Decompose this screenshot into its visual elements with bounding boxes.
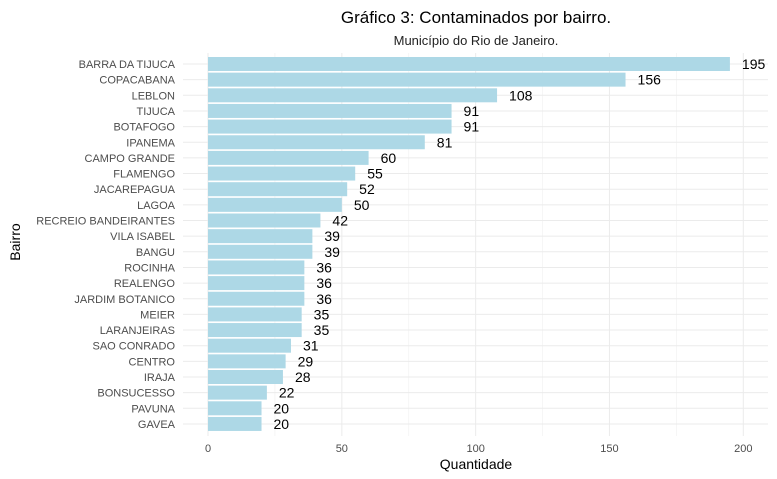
data-label: 195 [742,56,766,72]
bar [208,323,302,338]
bar [208,401,262,416]
y-axis-label: Bairro [7,223,23,261]
bar [208,370,283,384]
chart-title: Gráfico 3: Contaminados por bairro. [341,8,611,27]
bar [208,182,348,197]
category-label: CENTRO [129,356,176,368]
category-label: JACAREPAGUA [94,184,176,196]
category-label: REALENGO [114,278,176,290]
x-tick-label: 0 [205,443,211,455]
category-label: IPANEMA [126,137,175,149]
category-labels: BARRA DA TIJUCA COPACABANA LEBLON TIJUCA BOT… [36,59,175,431]
bar [208,213,321,228]
category-label: ROCINHA [124,262,175,274]
data-label: 36 [316,291,332,307]
x-tick-label: 100 [466,443,484,455]
category-label: COPACABANA [99,75,175,87]
category-label: MEIER [140,309,175,321]
chart-subtitle: Município do Rio de Janeiro. [394,33,559,48]
x-tick-label: 150 [600,443,618,455]
bar [208,103,452,118]
bar [208,197,342,212]
data-label: 42 [332,213,348,229]
data-label: 55 [367,166,383,182]
bars [208,57,730,431]
data-label: 36 [316,275,332,291]
x-axis-label: Quantidade [440,456,513,472]
bar [208,166,356,181]
bar [208,135,425,150]
category-label: LAGOA [137,200,176,212]
category-label: GAVEA [138,419,176,431]
x-tick-label: 200 [734,443,752,455]
data-label: 39 [324,244,340,260]
category-label: BONSUCESSO [97,388,175,400]
data-label: 156 [638,72,662,88]
bar [208,291,305,306]
category-label: TIJUCA [137,106,176,118]
category-label: LEBLON [132,90,175,102]
category-label: SAO CONRADO [92,341,175,353]
data-label: 91 [464,103,480,119]
category-label: PAVUNA [131,403,175,415]
data-label: 52 [359,181,375,197]
data-label: 81 [437,134,453,150]
bar [208,276,305,291]
data-label: 20 [274,416,290,432]
data-label: 60 [381,150,397,166]
category-label: BANGU [136,247,175,259]
x-tick-labels: 0 50 100 150 200 [205,443,753,455]
bar [208,88,498,103]
category-label: FLAMENGO [113,169,175,181]
data-label: 22 [279,385,295,401]
bar [208,229,313,244]
category-label: CAMPO GRANDE [85,153,175,165]
data-label: 36 [316,259,332,275]
bar [208,260,305,275]
category-label: BOTAFOGO [113,122,175,134]
data-label: 39 [324,228,340,244]
bar [208,385,267,400]
category-label: JARDIM BOTANICO [74,294,175,306]
bar [208,119,452,134]
data-label: 29 [298,353,314,369]
category-label: RECREIO BANDEIRANTES [36,216,175,228]
bar [208,57,730,71]
category-label: IRAJA [144,372,176,384]
bar [208,150,369,165]
bar [208,338,291,353]
category-label: BARRA DA TIJUCA [79,59,176,71]
bar [208,307,302,322]
data-label: 31 [303,338,319,354]
data-label: 50 [354,197,370,213]
bar [208,416,262,431]
data-label: 35 [314,322,330,338]
x-tick-label: 50 [336,443,348,455]
data-label: 91 [464,119,480,135]
data-labels: 1951561089191816055525042393936363635353… [274,56,766,432]
data-label: 20 [274,400,290,416]
bar [208,244,313,259]
bar [208,72,626,87]
data-label: 108 [509,87,533,103]
data-label: 28 [295,369,311,385]
data-label: 35 [314,306,330,322]
category-label: VILA ISABEL [110,231,175,243]
bar [208,354,286,369]
category-label: LARANJEIRAS [100,325,175,337]
